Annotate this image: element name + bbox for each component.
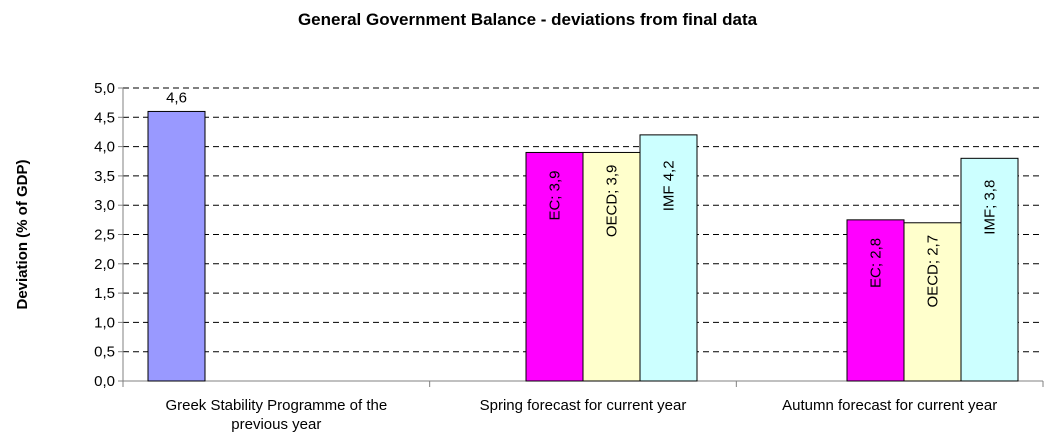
y-tick-label: 4,5 bbox=[94, 109, 115, 126]
y-axis-label: Deviation (% of GDP) bbox=[14, 159, 31, 309]
data-labels: 4,6 EC; 3,9 OECD; 3,9 IMF 4,2 EC; 2,8 OECD; 2… bbox=[166, 89, 998, 307]
x-tick-label: Autumn forecast for current year bbox=[782, 397, 997, 414]
bar bbox=[525, 151, 584, 382]
data-label: EC; 3,9 bbox=[547, 171, 564, 221]
bar bbox=[846, 219, 905, 382]
data-label: 4,6 bbox=[166, 89, 187, 106]
y-tick-label: 3,5 bbox=[94, 168, 115, 185]
x-tick-label: Greek Stability Programme of the previous… bbox=[165, 397, 387, 433]
data-label: EC; 2,8 bbox=[868, 238, 885, 288]
y-tick-label: 0,5 bbox=[94, 344, 115, 361]
data-label: OECD; 3,9 bbox=[604, 165, 621, 238]
bars bbox=[147, 110, 1019, 382]
chart-title: General Government Balance - deviations … bbox=[297, 10, 758, 29]
y-tick-label: 2,0 bbox=[94, 256, 115, 273]
data-label: OECD; 2,7 bbox=[925, 235, 942, 308]
data-label: IMF 4,2 bbox=[661, 160, 678, 211]
bar bbox=[147, 110, 206, 382]
y-tick-label: 1,0 bbox=[94, 314, 115, 331]
y-tick-label: 5,0 bbox=[94, 80, 115, 97]
y-tick-label: 3,0 bbox=[94, 197, 115, 214]
y-tick-label: 4,0 bbox=[94, 139, 115, 156]
x-tick-label: Spring forecast for current year bbox=[480, 397, 687, 414]
bar bbox=[639, 134, 698, 382]
bar bbox=[960, 157, 1019, 382]
y-tick-label: 0,0 bbox=[94, 373, 115, 390]
y-tick-label: 1,5 bbox=[94, 285, 115, 302]
y-tick-label: 2,5 bbox=[94, 227, 115, 244]
bar bbox=[582, 151, 641, 382]
data-label: IMF; 3,8 bbox=[982, 180, 999, 235]
bar bbox=[903, 222, 962, 382]
axes: 0,0 0,5 1,0 1,5 2,0 2,5 3,0 3,5 4,0 4,5 5,0 Greek S… bbox=[94, 80, 1044, 433]
